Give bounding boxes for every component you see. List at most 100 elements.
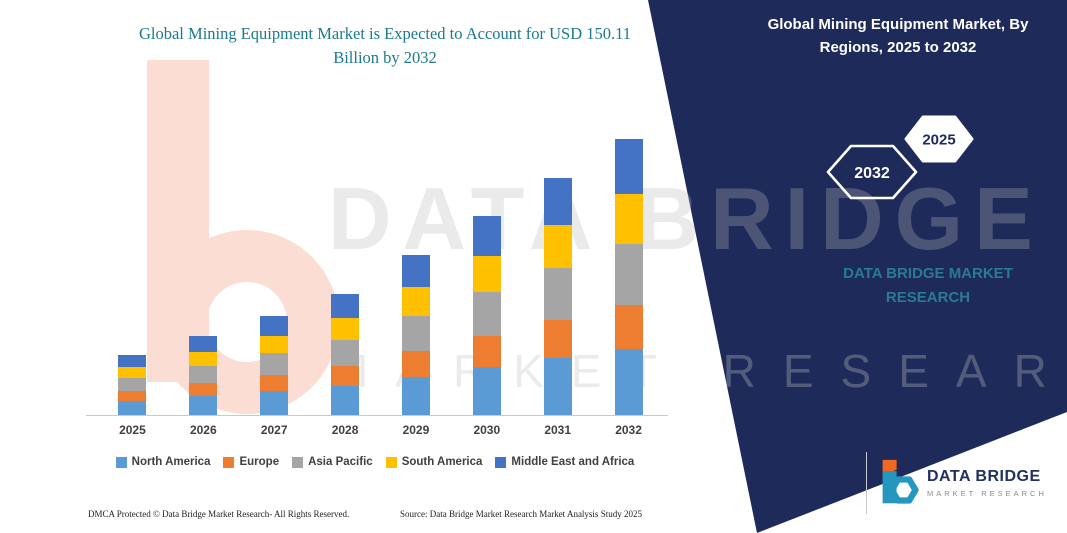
legend-label: Asia Pacific	[308, 456, 373, 468]
bar-segment	[118, 366, 147, 378]
x-axis-line	[86, 415, 668, 416]
bar-segment	[614, 348, 643, 415]
bar-segment	[543, 225, 572, 268]
x-tick-label: 2032	[615, 423, 642, 437]
x-tick-label: 2026	[189, 423, 217, 437]
bar-segment	[472, 256, 501, 292]
source-footer-text: Source: Data Bridge Market Research Mark…	[400, 509, 642, 519]
logo-name: DATA BRIDGE	[927, 468, 1041, 485]
stacked-bar-2028	[331, 293, 360, 415]
watermark-text-line1: DATA BRIDGE	[328, 169, 1044, 268]
x-tick-label: 2031	[544, 423, 572, 437]
bar-segment	[614, 304, 643, 349]
dmca-footer-text: DMCA Protected © Data Bridge Market Rese…	[88, 509, 350, 519]
bar-segment	[331, 366, 360, 386]
legend-item: South America	[385, 456, 483, 468]
hexagon-2025-label: 2025	[922, 132, 955, 149]
bar-segment	[189, 365, 218, 384]
bar-segment	[472, 291, 501, 336]
bar-segment	[260, 375, 289, 392]
legend-swatch-icon	[223, 456, 235, 468]
x-tick-label: 2027	[260, 423, 288, 437]
legend-label: North America	[131, 456, 211, 468]
bar-group-2027	[239, 110, 310, 415]
bar-segment	[614, 243, 643, 305]
bar-segment	[331, 339, 360, 367]
bar-segment	[543, 267, 572, 321]
stacked-bar-2029	[401, 254, 430, 415]
legend-label: Europe	[239, 456, 280, 468]
bar-segment	[331, 293, 360, 318]
bar-segment	[260, 391, 289, 415]
legend-swatch-icon	[115, 456, 127, 468]
data-bridge-logo-icon	[882, 459, 919, 504]
watermark-text-line2: MARKET RESEARCH	[330, 345, 1067, 397]
bar-segment	[401, 286, 430, 316]
legend-label: Middle East and Africa	[511, 456, 635, 468]
stacked-bar-2025	[118, 354, 147, 415]
x-tick-label: 2025	[119, 423, 146, 437]
bar-segment	[260, 315, 289, 336]
stacked-bar-2030	[472, 216, 501, 415]
bar-group-2032	[593, 110, 664, 415]
bar-segment	[472, 335, 501, 368]
bar-segment	[614, 194, 643, 244]
hexagon-2032-badge: 2032	[826, 144, 918, 200]
year-labels-row: 2025 2026 2027 2028 2029 2030 2031 2032	[97, 423, 664, 437]
data-bridge-logo: DATA BRIDGE MARKET RESEARCH	[866, 452, 1047, 514]
stacked-bar-2027	[260, 315, 289, 415]
bar-segment	[543, 358, 572, 415]
chart-title: Global Mining Equipment Market is Expect…	[138, 24, 632, 67]
bar-segment	[401, 376, 430, 415]
bar-group-2026	[168, 110, 239, 415]
bars-row	[97, 110, 664, 415]
legend-swatch-icon	[385, 456, 397, 468]
bar-segment	[118, 400, 147, 415]
stacked-bar-2026	[189, 335, 218, 415]
hexagon-2032-label: 2032	[854, 165, 890, 182]
legend-item: Asia Pacific	[292, 456, 373, 468]
brand-text: DATA BRIDGE MARKET RESEARCH	[818, 262, 1038, 310]
logo-subtitle: MARKET RESEARCH	[927, 489, 1047, 498]
bar-segment	[260, 353, 289, 376]
bar-segment	[472, 216, 501, 257]
bar-segment	[118, 354, 147, 367]
legend: North America Europe Asia Pacific South Ame…	[80, 456, 670, 468]
brand-text-line2: RESEARCH	[885, 289, 971, 306]
hexagon-2025-badge: 2025	[904, 115, 974, 163]
bar-segment	[401, 350, 430, 377]
bar-segment	[260, 335, 289, 354]
stacked-bar-2032	[614, 138, 643, 415]
legend-swatch-icon	[495, 456, 507, 468]
bar-group-2031	[522, 110, 593, 415]
legend-item: Middle East and Africa	[495, 456, 634, 468]
bar-segment	[543, 320, 572, 358]
bar-segment	[401, 254, 430, 287]
legend-label: South America	[401, 456, 483, 468]
legend-swatch-icon	[292, 456, 304, 468]
watermark-b-logo-icon	[147, 60, 335, 414]
bar-segment	[189, 335, 218, 352]
bar-group-2028	[310, 110, 381, 415]
logo-text: DATA BRIDGE MARKET RESEARCH	[927, 468, 1047, 498]
bar-segment	[331, 317, 360, 340]
bar-segment	[401, 315, 430, 351]
bar-segment	[189, 351, 218, 366]
bar-segment	[118, 391, 147, 401]
legend-item: North America	[115, 456, 211, 468]
x-tick-label: 2029	[402, 423, 430, 437]
bar-segment	[331, 385, 360, 415]
legend-item: Europe	[223, 456, 279, 468]
bar-segment	[189, 383, 218, 396]
bar-segment	[118, 377, 147, 392]
brand-text-line1: DATA BRIDGE MARKET	[843, 265, 1013, 282]
x-tick-label: 2028	[331, 423, 359, 437]
x-tick-label: 2030	[473, 423, 501, 437]
bar-segment	[614, 138, 643, 195]
bar-segment	[189, 396, 218, 415]
bar-group-2029	[381, 110, 452, 415]
bar-group-2025	[97, 110, 168, 415]
bar-group-2030	[451, 110, 522, 415]
stacked-bar-2031	[543, 177, 572, 415]
